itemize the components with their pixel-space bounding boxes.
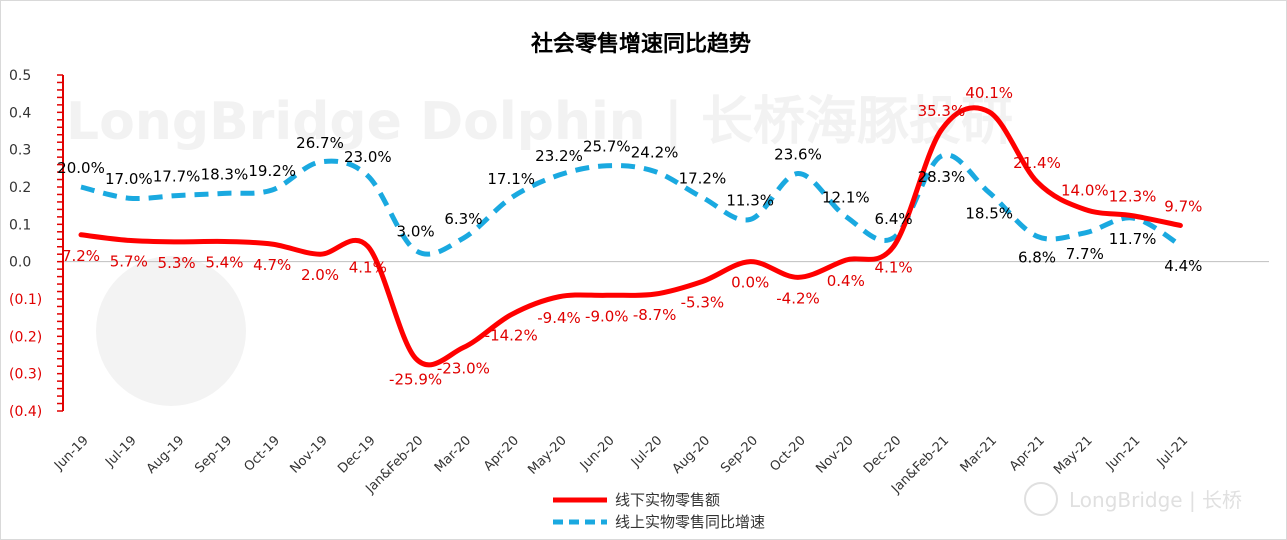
offline-data-label: 21.4% [1013,154,1061,172]
x-tick-label: Jul-19 [102,433,139,470]
online-data-label: 4.4% [1164,257,1202,275]
x-tick-label: Jun-21 [1103,433,1144,474]
x-tick-label: Sep-20 [718,433,761,476]
x-tick-label: Nov-20 [813,433,856,476]
offline-data-label: 4.1% [875,258,913,276]
online-data-label: 18.3% [201,165,249,183]
x-tick-label: May-20 [525,433,569,477]
offline-data-label: 0.0% [731,274,769,292]
series-lines [78,105,1183,368]
online-data-label: 12.1% [822,188,870,206]
offline-data-label: 14.0% [1061,181,1109,199]
offline-data-label: -9.4% [537,309,581,327]
x-tick-label: Aug-19 [144,433,188,477]
x-tick-label: Jun-20 [577,433,618,474]
x-tick-label: Jun-19 [51,433,92,474]
online-data-label: 17.1% [487,170,535,188]
watermark-logo-circle [96,256,246,406]
y-tick-label: 0.0 [9,255,31,271]
data-labels: 7.2% 5.7% 5.3% 5.4% 4.7% 2.0% 4.1% -25.9%-23.0%… [57,84,1202,388]
y-tick-label: 0.3 [9,143,31,159]
online-series-line [80,152,1182,257]
online-data-label: 19.2% [248,162,296,180]
legend-label-offline: 线下实物零售额 [615,491,720,509]
online-data-label: 17.2% [679,169,727,187]
legend: 线下实物零售额 线上实物零售同比增速 [553,491,765,531]
y-tick-label: (0.1) [9,292,42,308]
online-data-label: 23.2% [535,147,583,165]
y-tick-label: 0.2 [9,180,31,196]
watermark-text: LongBridge Dolphin | 长桥海豚投研 [66,92,1013,152]
online-data-label: 28.3% [918,168,966,186]
online-data-label: 6.3% [444,210,482,228]
online-data-label: 17.0% [105,170,153,188]
offline-data-label: 12.3% [1109,188,1157,206]
online-data-label: 24.2% [631,143,679,161]
offline-data-label: 9.7% [1164,197,1202,215]
y-tick-label: (0.2) [9,329,42,345]
y-tick-label: 0.4 [9,105,31,121]
y-tick-label: 0.5 [9,68,31,84]
offline-data-label: 0.4% [827,272,865,290]
offline-data-label: 5.3% [158,254,196,272]
online-data-label: 23.0% [344,148,392,166]
offline-data-label: -5.3% [681,293,725,311]
online-data-label: 3.0% [397,222,435,240]
offline-data-label: -4.2% [776,289,820,307]
offline-data-label: -9.0% [585,307,629,325]
online-data-label: 6.8% [1018,248,1056,266]
online-data-label: 11.3% [726,191,774,209]
x-tick-label: Oct-20 [767,433,809,475]
x-tick-label: Jul-21 [1154,433,1191,470]
watermark-small-text: LongBridge | 长桥 [1069,488,1242,512]
y-tick-label: (0.4) [9,404,42,420]
watermark-small-logo-icon [1024,482,1058,516]
x-tick-label: Aug-20 [670,433,714,477]
offline-data-label: 5.4% [205,254,243,272]
offline-data-label: 2.0% [301,266,339,284]
offline-data-label: 40.1% [965,84,1013,102]
online-data-label: 18.5% [965,205,1013,223]
x-tick-label: Apr-21 [1007,433,1048,474]
x-tick-label: Mar-21 [958,433,1000,475]
chart-title: 社会零售增速同比趋势 [531,31,751,57]
offline-data-label: -14.2% [485,327,538,345]
offline-data-label: -23.0% [437,360,490,378]
online-data-label: 20.0% [57,159,105,177]
offline-data-label: -25.9% [389,370,442,388]
online-data-label: 25.7% [583,138,631,156]
offline-data-label: 5.7% [110,252,148,270]
x-tick-label: May-21 [1051,433,1095,477]
x-tick-label: Oct-19 [242,433,284,475]
legend-label-online: 线上实物零售同比增速 [615,513,765,531]
offline-data-label: 4.7% [253,256,291,274]
watermark: LongBridge Dolphin | 长桥海豚投研 LongBridge |… [66,92,1242,516]
offline-data-label: 4.1% [349,258,387,276]
online-data-label: 11.7% [1109,230,1157,248]
offline-data-label: -8.7% [633,306,677,324]
online-data-label: 7.7% [1066,245,1104,263]
online-data-label: 26.7% [296,134,344,152]
x-tick-label: Sep-19 [192,433,235,476]
x-tick-label: Apr-20 [481,433,522,474]
y-tick-label: 0.1 [9,217,31,233]
offline-data-label: 7.2% [62,247,100,265]
online-data-label: 23.6% [774,146,822,164]
y-tick-label: (0.3) [9,367,42,383]
x-tick-label: Mar-20 [432,433,474,475]
offline-data-label: 35.3% [918,102,966,120]
x-tick-label: Dec-19 [335,433,378,476]
offline-series-line [78,105,1183,368]
x-tick-label: Nov-19 [288,433,331,476]
x-tick-label: Dec-20 [861,433,904,476]
online-data-label: 17.7% [153,168,201,186]
online-data-label: 6.4% [875,210,913,228]
x-tick-label: Jul-20 [628,433,665,470]
